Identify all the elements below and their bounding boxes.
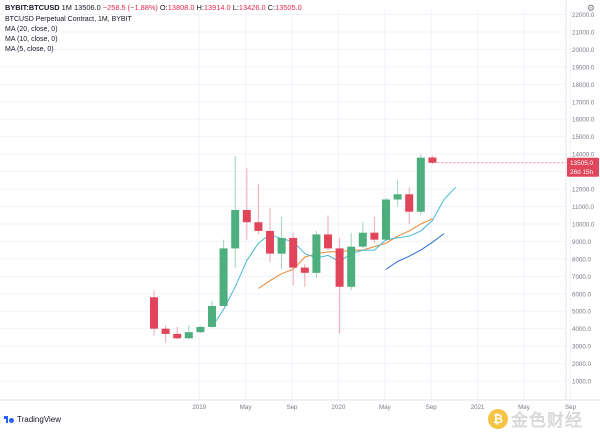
candle-body[interactable] xyxy=(173,333,182,339)
candle-body[interactable] xyxy=(382,199,390,240)
x-tick-label: May xyxy=(240,404,253,411)
candle-body[interactable] xyxy=(428,157,437,163)
indicator-ma20[interactable]: MA (20, close, 0) xyxy=(5,26,58,33)
y-tick-label: 5000.0 xyxy=(572,309,591,316)
y-tick-label: 1000.0 xyxy=(572,379,591,386)
indicator-ma10[interactable]: MA (10, close, 0) xyxy=(5,36,58,43)
low-label: L: xyxy=(232,3,239,12)
price-tag: 13505.0 28d 15h xyxy=(437,157,599,177)
ma20-line xyxy=(385,233,445,270)
candle-body[interactable] xyxy=(416,157,425,212)
high-label: H: xyxy=(196,3,204,12)
open-value: 13808.0 xyxy=(167,3,195,12)
symbol-name[interactable]: BYBIT:BTCUSD xyxy=(5,3,60,12)
candle-body[interactable] xyxy=(277,237,286,254)
candle-body[interactable] xyxy=(312,234,321,273)
close-label: C: xyxy=(267,3,276,12)
price-tag-box xyxy=(567,157,599,177)
indicator-ma5[interactable]: MA (5, close, 0) xyxy=(5,46,54,53)
x-tick-label: Sep xyxy=(565,404,577,411)
candle-body[interactable] xyxy=(219,248,228,306)
x-tick-label: Sep xyxy=(286,404,298,411)
candle-body[interactable] xyxy=(393,194,402,200)
candle-body[interactable] xyxy=(161,328,170,334)
price-change: −258.5 (−1.88%) xyxy=(102,3,158,12)
y-tick-label: 12000.0 xyxy=(572,187,595,194)
last-price: 13506.0 xyxy=(74,3,101,12)
tradingview-logo[interactable]: TradingView xyxy=(4,415,61,424)
chart-subtitle: BTCUSD Perpetual Contract, 1M, BYBIT xyxy=(5,16,132,23)
y-tick-label: 10000.0 xyxy=(572,221,595,228)
time-axis: 2019 May Sep 2020 May Sep 2021 May Sep xyxy=(0,399,600,411)
high-value: 13914.0 xyxy=(203,3,231,12)
y-tick-label: 6000.0 xyxy=(572,291,591,298)
price-tag-value: 13505.0 xyxy=(570,160,594,167)
y-tick-label: 3000.0 xyxy=(572,344,591,351)
candle-body[interactable] xyxy=(370,232,379,240)
x-tick-label: May xyxy=(379,404,392,411)
candles xyxy=(150,154,437,343)
candle-body[interactable] xyxy=(242,209,251,223)
grid xyxy=(0,10,571,400)
y-tick-label: 16000.0 xyxy=(572,117,595,124)
candle-body[interactable] xyxy=(231,209,240,249)
y-tick-label: 18000.0 xyxy=(572,82,595,89)
y-tick-label: 22000.0 xyxy=(572,12,595,19)
open-label: O: xyxy=(159,3,168,12)
candle-body[interactable] xyxy=(254,222,263,231)
y-tick-label: 4000.0 xyxy=(572,326,591,333)
candle-body[interactable] xyxy=(405,194,414,212)
x-tick-label: 2019 xyxy=(192,404,206,411)
x-tick-label: May xyxy=(518,404,531,411)
y-tick-label: 17000.0 xyxy=(572,99,595,106)
low-value: 13426.0 xyxy=(238,3,266,12)
candle-body[interactable] xyxy=(208,305,216,327)
candle-body[interactable] xyxy=(150,297,158,329)
candle-body[interactable] xyxy=(300,267,309,273)
candle-body[interactable] xyxy=(324,234,332,249)
ma5-line xyxy=(211,186,456,328)
x-tick-label: 2020 xyxy=(332,404,346,411)
candle-body[interactable] xyxy=(266,230,274,254)
y-tick-label: 21000.0 xyxy=(572,29,595,36)
x-tick-label: Sep xyxy=(426,404,438,411)
ma10-line xyxy=(258,218,433,289)
candle-body[interactable] xyxy=(196,326,205,333)
tradingview-icon xyxy=(4,416,14,423)
y-tick-label: 20000.0 xyxy=(572,47,595,54)
symbol-header: BYBIT:BTCUSD 1M 13506.0 −258.5 (−1.88%) … xyxy=(5,3,302,12)
watermark-text: 金色财经 xyxy=(511,411,583,431)
countdown-label: 28d 15h xyxy=(570,169,594,176)
candle-body[interactable] xyxy=(289,237,298,268)
watermark: ₿ 金色财经 xyxy=(488,406,583,431)
y-tick-label: 11000.0 xyxy=(572,204,594,211)
candle-body[interactable] xyxy=(358,232,367,247)
gear-icon[interactable]: ⚙ xyxy=(586,3,595,13)
x-tick-label: 2021 xyxy=(471,404,485,411)
candle-body[interactable] xyxy=(335,248,344,287)
y-tick-label: 8000.0 xyxy=(572,256,591,263)
y-tick-label: 7000.0 xyxy=(572,274,591,281)
tradingview-name: TradingView xyxy=(17,415,62,424)
y-tick-label: 15000.0 xyxy=(572,134,595,141)
y-tick-label: 2000.0 xyxy=(572,361,591,368)
candle-body[interactable] xyxy=(347,246,356,287)
close-value: 13505.0 xyxy=(275,3,302,12)
candle-body[interactable] xyxy=(184,332,193,339)
y-tick-label: 19000.0 xyxy=(572,64,595,71)
y-tick-label: 14000.0 xyxy=(572,152,595,159)
coin-icon: ₿ xyxy=(488,408,508,429)
interval[interactable]: 1M xyxy=(61,3,72,12)
moving-average-lines xyxy=(211,186,456,328)
y-tick-label: 9000.0 xyxy=(572,239,591,246)
